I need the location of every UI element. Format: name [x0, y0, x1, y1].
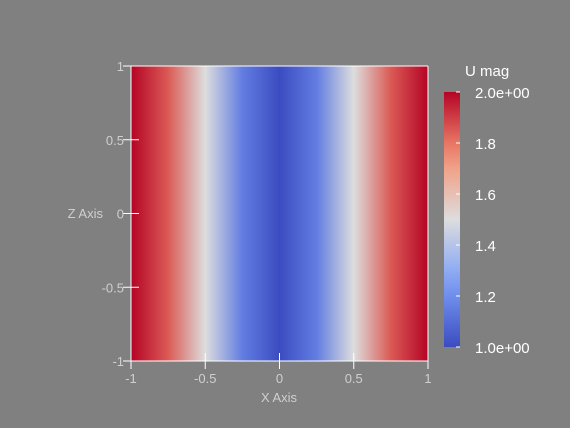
- x-axis-label: X Axis: [261, 390, 298, 405]
- y-tick-label: -1: [112, 354, 124, 369]
- y-axis-ticks: -1 -0.5 0 0.5 1: [102, 59, 139, 369]
- x-tick-label: -1: [125, 371, 137, 386]
- x-tick-label: 0.5: [345, 371, 363, 386]
- colorbar-tick-label: 1.0e+00: [475, 340, 530, 357]
- x-tick-label: 1: [424, 371, 431, 386]
- colorbar: [444, 92, 460, 347]
- y-axis-label: Z Axis: [68, 206, 104, 221]
- x-tick-label: 0: [276, 371, 283, 386]
- y-tick-label: -0.5: [102, 280, 124, 295]
- y-tick-label: 1: [117, 59, 124, 74]
- colorbar-tick-label: 1.2: [475, 289, 496, 306]
- colorbar-title: U mag: [465, 63, 509, 80]
- y-tick-label: 0: [117, 207, 124, 222]
- colorbar-tick-label: 1.4: [475, 238, 496, 255]
- colorbar-tick-label: 1.6: [475, 187, 496, 204]
- x-axis-ticks: -1 -0.5 0 0.5 1: [125, 353, 432, 386]
- colorbar-tick-label: 2.0e+00: [475, 85, 530, 102]
- x-tick-label: -0.5: [194, 371, 216, 386]
- y-tick-label: 0.5: [106, 133, 124, 148]
- colorbar-ticks: 1.0e+00 1.2 1.4 1.6 1.8 2.0e+00: [456, 85, 530, 357]
- colorbar-tick-label: 1.8: [475, 136, 496, 153]
- plot-area: [131, 66, 428, 361]
